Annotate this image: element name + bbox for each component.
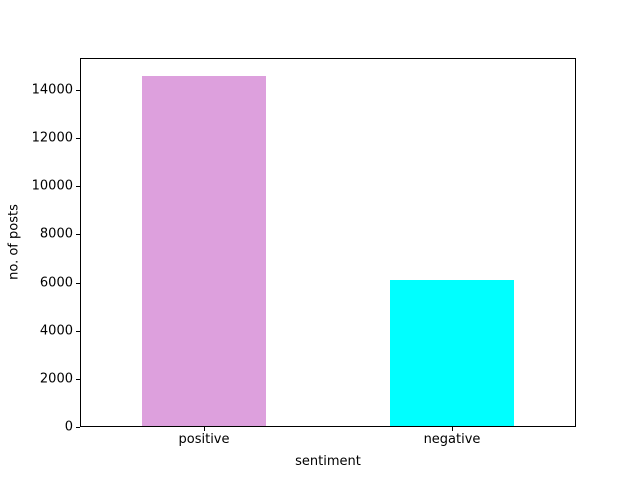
bar-negative <box>390 280 514 427</box>
x-axis-label: sentiment <box>295 454 361 469</box>
x-tick-label-positive: positive <box>178 432 230 447</box>
x-tick-label-negative: negative <box>423 432 481 447</box>
y-tick-label-8000: 8000 <box>39 226 73 242</box>
y-tick-label-12000: 12000 <box>31 130 73 146</box>
y-tick-label-2000: 2000 <box>39 371 73 387</box>
y-tick-mark <box>76 186 80 187</box>
x-tick-mark <box>204 427 205 431</box>
y-tick-mark <box>76 379 80 380</box>
y-tick-label-4000: 4000 <box>39 323 73 339</box>
bar-positive <box>142 76 266 427</box>
y-tick-mark <box>76 427 80 428</box>
y-tick-mark <box>76 283 80 284</box>
y-tick-mark <box>76 234 80 235</box>
y-tick-label-6000: 6000 <box>39 275 73 291</box>
y-tick-label-0: 0 <box>64 419 73 435</box>
x-tick-mark <box>452 427 453 431</box>
y-tick-label-14000: 14000 <box>31 82 73 98</box>
y-tick-label-10000: 10000 <box>31 178 73 194</box>
y-tick-mark <box>76 90 80 91</box>
plot-area <box>80 58 576 427</box>
y-tick-mark <box>76 138 80 139</box>
y-tick-mark <box>76 331 80 332</box>
y-axis-label: no. of posts <box>6 204 22 280</box>
